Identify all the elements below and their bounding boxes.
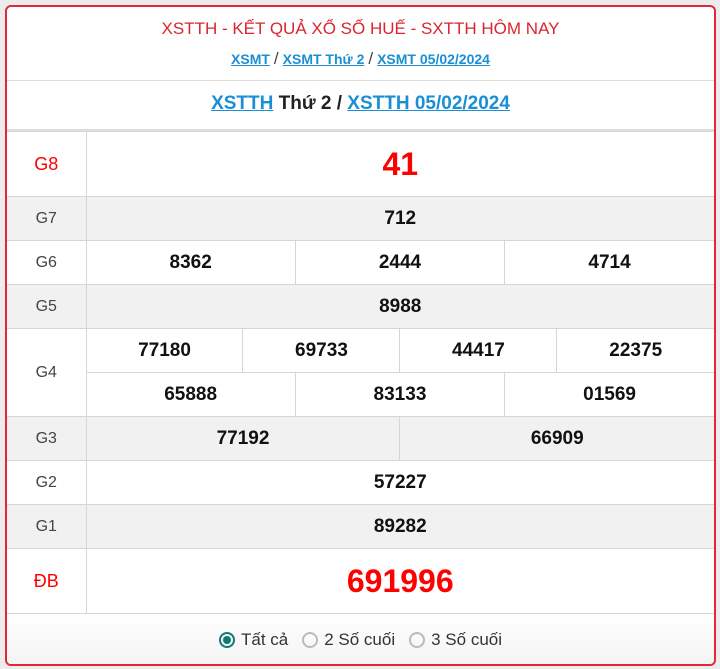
prize-label: G2 [7,460,87,505]
prize-value: 8362 [85,240,296,285]
prize-label: ĐB [7,548,87,614]
prize-value: 83133 [294,372,506,417]
digit-filter: Tất cả 2 Số cuối 3 Số cuối [7,614,714,664]
page-title: XSTTH - KẾT QUẢ XỔ SỐ HUẾ - SXTTH HÔM NA… [161,19,560,38]
row-g4: G4 77180 69733 44417 22375 [7,328,714,417]
prize-value: 2444 [294,240,506,285]
prize-value: 41 [85,131,714,197]
header: XSTTH - KẾT QUẢ XỔ SỐ HUẾ - SXTTH HÔM NA… [7,7,714,81]
prize-value: 712 [85,196,714,241]
prize-value: 57227 [85,460,714,505]
prize-label: G4 [7,328,87,417]
prize-label: G3 [7,416,87,461]
prize-label: G1 [7,504,87,549]
breadcrumb-xsmt[interactable]: XSMT [231,51,270,67]
filter-label: Tất cả [240,630,289,649]
prize-value: 77180 [85,328,244,373]
prize-value: 89282 [85,504,714,549]
results-card: XSTTH - KẾT QUẢ XỔ SỐ HUẾ - SXTTH HÔM NA… [5,5,716,666]
row-g3: G3 77192 66909 [7,416,714,461]
filter-label: 2 Số cuối [324,630,396,649]
row-g7: G7 712 [7,196,714,241]
row-g6: G6 8362 2444 4714 [7,240,714,285]
results-table: G8 41 G7 712 G6 8362 2444 4714 G5 8988 G4 77180… [7,131,714,614]
radio-checked-icon[interactable] [218,632,235,648]
prize-value: 69733 [242,328,401,373]
breadcrumb-xsmt-thu2[interactable]: XSMT Thứ 2 [282,51,365,67]
breadcrumb: XSMT / XSMT Thứ 2/XSMT 05/02/2024 [7,49,714,69]
row-g2: G2 57227 [7,460,714,505]
prize-value: 65888 [85,372,296,417]
row-g1: G1 89282 [7,504,714,549]
filter-last-2[interactable]: 2 Số cuối [302,630,395,650]
prize-label: G8 [7,131,87,197]
prize-label: G5 [7,284,87,329]
prize-value: 4714 [504,240,714,285]
weekday-text: Thứ 2 / [273,93,348,114]
special-prize-value: 691996 [85,548,714,614]
xstth-link[interactable]: XSTTH [211,93,274,114]
filter-last-3[interactable]: 3 Số cuối [409,630,502,650]
breadcrumb-separator: / [368,49,374,68]
filter-label: 3 Số cuối [431,630,503,649]
prize-value: 66909 [399,416,714,461]
xstth-date-link[interactable]: XSTTH 05/02/2024 [347,93,510,114]
prize-value: 8988 [85,284,714,329]
prize-label: G6 [7,240,87,285]
row-g4-sub: 65888 83133 01569 [7,372,714,417]
radio-icon[interactable] [409,632,426,648]
results-title: XSTTH Thứ 2 / XSTTH 05/02/2024 [7,81,714,131]
prize-value: 44417 [399,328,558,373]
prize-label: G7 [7,196,87,241]
radio-icon[interactable] [302,632,319,648]
breadcrumb-xsmt-date[interactable]: XSMT 05/02/2024 [377,51,490,67]
filter-all[interactable]: Tất cả [218,630,289,650]
breadcrumb-separator: / [273,49,279,68]
row-g8: G8 41 [7,131,714,197]
prize-value: 01569 [504,372,714,417]
prize-value: 22375 [556,328,714,373]
row-g5: G5 8988 [7,284,714,329]
row-db: ĐB 691996 [7,548,714,614]
prize-value: 77192 [85,416,401,461]
